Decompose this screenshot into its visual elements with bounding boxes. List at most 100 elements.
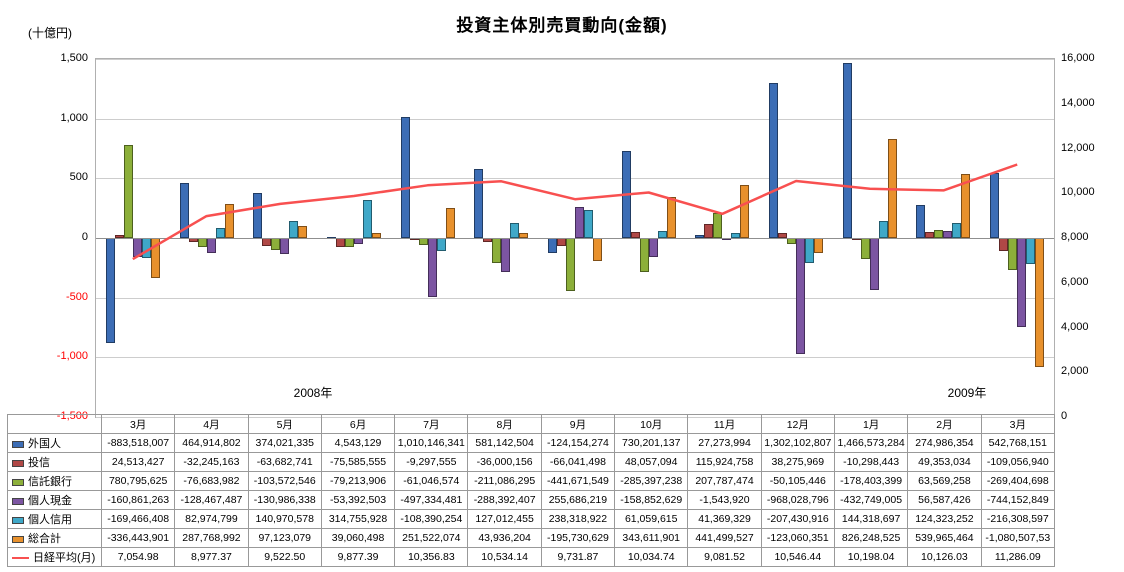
table-cell: 238,318,922	[540, 509, 616, 529]
bar-信託銀行	[860, 238, 870, 260]
month-header-cell: 3月	[980, 414, 1056, 434]
table-cell: 41,369,329	[687, 509, 762, 529]
bar-投信	[114, 235, 124, 238]
table-cell: 10,534.14	[467, 547, 542, 567]
table-cell: -124,154,274	[540, 433, 616, 453]
month-header-cell: 7月	[394, 414, 469, 434]
month-header-cell: 4月	[174, 414, 249, 434]
bar-個人信用	[952, 223, 962, 238]
legend-cell: 日経平均(月)	[7, 547, 102, 567]
table-cell: 63,569,258	[907, 471, 982, 491]
table-cell: 287,768,992	[174, 528, 249, 548]
bar-総合計	[150, 238, 160, 279]
legend-label: 投信	[28, 457, 50, 469]
right-axis-tick-label: 8,000	[1061, 231, 1089, 243]
table-cell: 10,198.04	[833, 547, 909, 567]
table-cell: -123,060,351	[760, 528, 835, 548]
table-cell: 9,877.39	[320, 547, 396, 567]
left-axis-tick-label: 0	[81, 231, 88, 243]
gridline	[96, 59, 1054, 60]
bar-信託銀行	[492, 238, 502, 264]
month-header-cell: 9月	[540, 414, 616, 434]
right-axis-tick-label: 4,000	[1061, 320, 1089, 333]
table-cell: -75,585,555	[320, 452, 396, 472]
table-row: 日経平均(月) 7,054.98 8,977.37 9,522.50 9,877.39 1…	[7, 547, 1056, 567]
gridline	[96, 357, 1054, 359]
table-cell: -336,443,901	[100, 528, 176, 548]
bar-投信	[262, 238, 272, 246]
bar-個人現金	[132, 238, 142, 258]
table-row: 信託銀行 780,795,625 -76,683,982 -103,572,546 -7…	[7, 471, 1056, 491]
table-cell: 8,977.37	[174, 547, 249, 567]
table-cell: 1,302,102,807	[760, 433, 835, 453]
bar-外国人	[474, 168, 484, 238]
bar-個人信用	[510, 222, 520, 238]
chart-title: 投資主体別売買動向(金額)	[456, 16, 668, 35]
table-cell: 49,353,034	[907, 452, 982, 472]
month-header-cell: 2月	[907, 414, 982, 434]
gridline	[96, 297, 1054, 299]
bar-外国人	[400, 117, 410, 238]
bar-総合計	[887, 139, 897, 238]
gridline	[96, 178, 1054, 180]
table-cell: -108,390,254	[394, 509, 469, 529]
table-cell: 314,755,928	[320, 509, 396, 529]
bar-信託銀行	[197, 238, 207, 248]
month-header-cell: 10月	[614, 414, 689, 434]
plot-area	[95, 58, 1055, 418]
legend-cell: 信託銀行	[7, 471, 102, 491]
table-cell: 251,522,074	[394, 528, 469, 548]
year-label-2008: 2008年	[293, 386, 333, 400]
bar-外国人	[842, 62, 852, 238]
bar-総合計	[224, 203, 234, 238]
table-cell: 4,543,129	[320, 433, 396, 453]
table-cell: -1,080,507,53	[980, 528, 1056, 548]
table-cell: -497,334,481	[394, 490, 469, 510]
table-cell: -103,572,546	[247, 471, 322, 491]
table-cell: -288,392,407	[467, 490, 542, 510]
legend-swatch-icon	[12, 478, 24, 486]
table-cell: -178,403,399	[833, 471, 909, 491]
bar-総合計	[740, 185, 750, 238]
bar-個人現金	[206, 238, 216, 254]
legend-label: 総合計	[28, 533, 61, 545]
table-cell: 11,286.09	[980, 547, 1056, 567]
table-cell: -66,041,498	[540, 452, 616, 472]
table-cell: 374,021,335	[247, 433, 322, 453]
table-row: 個人信用 -169,466,408 82,974,799 140,970,578 314…	[7, 509, 1056, 529]
bar-個人信用	[362, 200, 372, 238]
table-cell: -160,861,263	[100, 490, 176, 510]
bar-個人現金	[427, 238, 437, 298]
legend-label: 個人現金	[28, 495, 72, 507]
bar-個人現金	[1017, 238, 1027, 327]
bar-信託銀行	[418, 238, 428, 246]
bar-個人信用	[141, 238, 151, 259]
legend-line-icon	[12, 557, 29, 560]
table-cell: 343,611,901	[614, 528, 689, 548]
table-cell: 10,034.74	[614, 547, 689, 567]
table-cell: -79,213,906	[320, 471, 396, 491]
table-cell: 10,126.03	[907, 547, 982, 567]
legend-label: 個人信用	[28, 514, 72, 526]
bar-信託銀行	[639, 238, 649, 273]
table-cell: -211,086,295	[467, 471, 542, 491]
table-cell: -128,467,487	[174, 490, 249, 510]
table-cell: -216,308,597	[980, 509, 1056, 529]
legend-swatch-icon	[12, 497, 24, 505]
bar-信託銀行	[934, 230, 944, 238]
table-cell: 127,012,455	[467, 509, 542, 529]
table-cell: -10,298,443	[833, 452, 909, 472]
left-axis-tick-label: 500	[69, 171, 88, 184]
legend-label: 日経平均(月)	[33, 552, 96, 564]
table-cell: -744,152,849	[980, 490, 1056, 510]
bar-個人信用	[657, 230, 667, 238]
table-cell: -1,543,920	[687, 490, 762, 510]
bar-個人信用	[215, 228, 225, 238]
table-cell: 38,275,969	[760, 452, 835, 472]
table-cell: -285,397,238	[614, 471, 689, 491]
gridline	[96, 118, 1054, 120]
table-cell: 27,273,994	[687, 433, 762, 453]
table-cell: 82,974,799	[174, 509, 249, 529]
right-axis-tick-label: 14,000	[1061, 96, 1095, 109]
